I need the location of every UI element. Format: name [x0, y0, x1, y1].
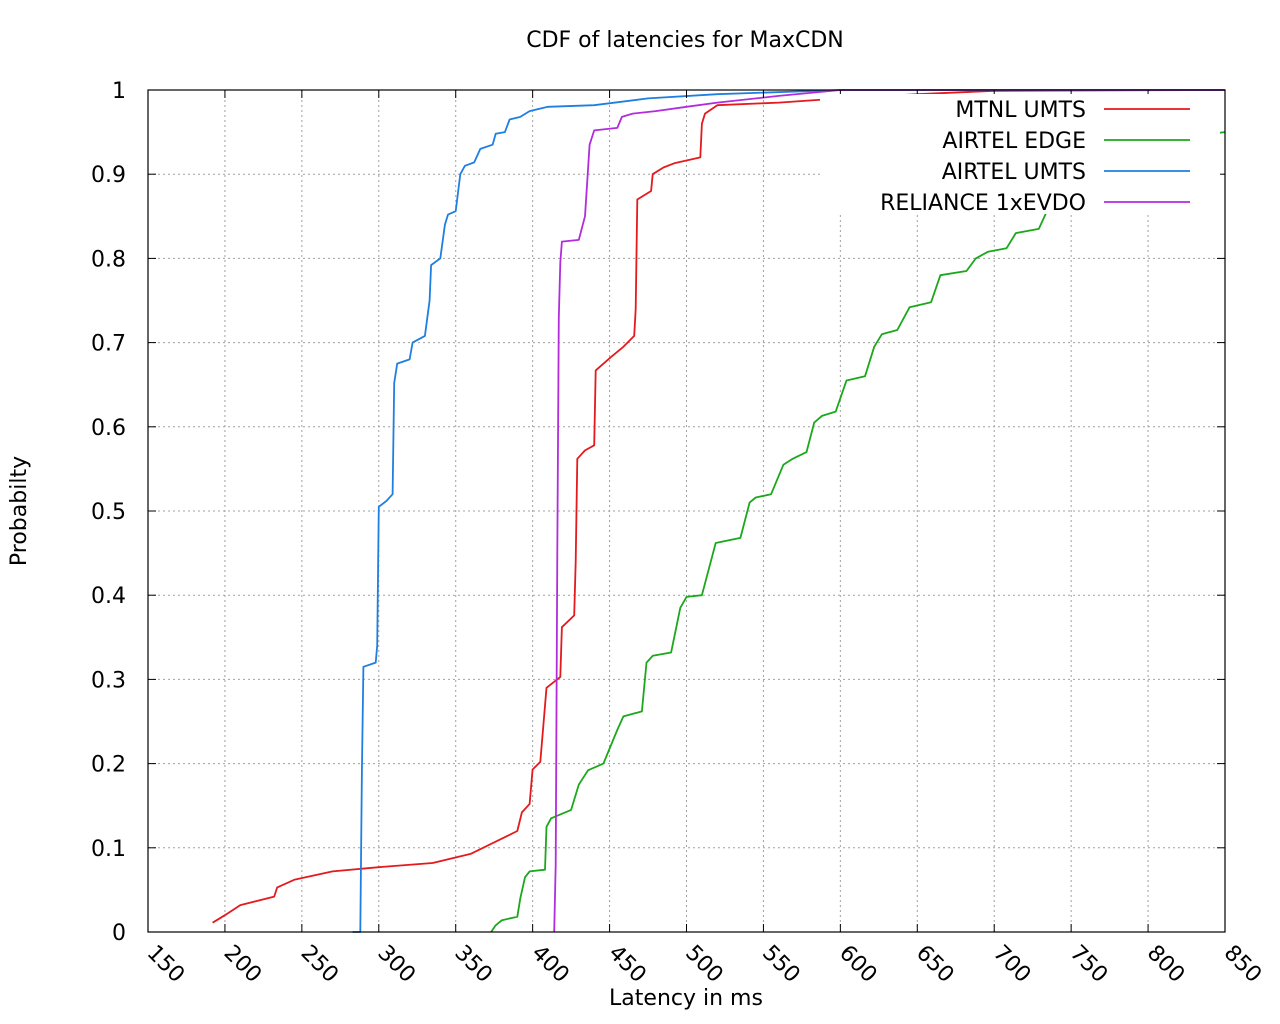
x-tick-label: 500	[680, 941, 727, 988]
y-tick-label: 1	[112, 79, 126, 104]
x-tick-label: 850	[1219, 941, 1266, 988]
legend-label: AIRTEL UMTS	[942, 160, 1086, 185]
y-tick-label: 0.7	[91, 332, 126, 357]
series-line-mtnl-umts	[212, 89, 1226, 924]
series-line-reliance-1xevdo	[553, 89, 1225, 933]
y-tick-label: 0.8	[91, 247, 126, 272]
x-tick-label: 300	[373, 941, 420, 988]
legend-label: RELIANCE 1xEVDO	[880, 191, 1086, 216]
legend: MTNL UMTS AIRTEL EDGE AIRTEL UMTS RELIANCE …	[820, 94, 1220, 216]
x-tick-label: 750	[1065, 941, 1112, 988]
x-tick-labels: 150 200 250 300 350 400 450 500 550 600 650 700 750 8…	[142, 941, 1266, 988]
y-tick-label: 0	[112, 921, 126, 946]
x-tick-label: 150	[142, 941, 189, 988]
x-tick-label: 550	[757, 941, 804, 988]
x-tick-label: 350	[449, 941, 496, 988]
x-tick-label: 700	[988, 941, 1035, 988]
x-tick-label: 400	[526, 941, 573, 988]
x-tick-label: 800	[1142, 941, 1189, 988]
y-axis-title: Probabilty	[7, 456, 32, 566]
y-tick-label: 0.9	[91, 163, 126, 188]
y-tick-label: 0.3	[91, 668, 126, 693]
series-line-airtel-umts	[352, 89, 1225, 933]
y-tick-label: 0.6	[91, 416, 126, 441]
x-tick-label: 250	[296, 941, 343, 988]
x-tick-label: 450	[603, 941, 650, 988]
series-line-airtel-edge	[490, 131, 1226, 933]
y-tick-label: 0.1	[91, 837, 126, 862]
y-tick-label: 0.5	[91, 500, 126, 525]
chart-title: CDF of latencies for MaxCDN	[526, 28, 844, 53]
x-tick-label: 200	[219, 941, 266, 988]
x-tick-label: 650	[911, 941, 958, 988]
grid	[148, 90, 1225, 932]
y-tick-label: 0.4	[91, 584, 126, 609]
legend-label: MTNL UMTS	[955, 98, 1086, 123]
legend-background	[820, 94, 1220, 214]
y-tick-label: 0.2	[91, 753, 126, 778]
x-tick-label: 600	[834, 941, 881, 988]
legend-label: AIRTEL EDGE	[942, 129, 1086, 154]
x-axis-title: Latency in ms	[609, 986, 763, 1011]
y-tick-labels: 0 0.1 0.2 0.3 0.4 0.5 0.6 0.7 0.8 0.9 1	[91, 79, 126, 946]
